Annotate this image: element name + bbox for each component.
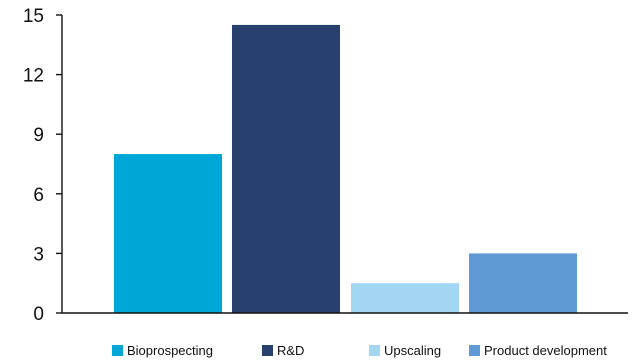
y-tick-label: 9 [33,125,44,146]
bar-upscaling [351,283,459,313]
legend-item-bioprospecting: Bioprospecting [112,340,213,360]
y-tick-label: 15 [23,6,44,27]
legend-label-bioprospecting: Bioprospecting [127,342,213,358]
legend-label-upscaling: Upscaling [384,342,442,358]
legend-swatch-bioprospecting [112,344,123,356]
legend-label-product-development: Product development [484,342,607,358]
legend-swatch-product-development [469,344,480,356]
y-axis-ticks: 0 3 6 9 12 15 [23,6,62,325]
legend: Bioprospecting R&D Upscaling Product dev… [0,340,643,360]
y-tick-label: 3 [33,244,44,265]
bar-product-development [469,253,577,313]
bars-group [114,24,577,314]
legend-item-product-development: Product development [469,340,607,360]
legend-label-rd: R&D [277,342,305,358]
legend-swatch-rd [262,344,273,356]
legend-swatch-upscaling [369,344,380,356]
bar-bioprospecting [114,154,222,313]
y-tick-label: 6 [33,185,44,206]
bar-r-d [232,24,340,314]
y-tick-label: 12 [23,66,44,87]
legend-item-upscaling: Upscaling [369,340,441,360]
legend-item-rd: R&D [262,340,304,360]
y-tick-label: 0 [33,304,44,325]
